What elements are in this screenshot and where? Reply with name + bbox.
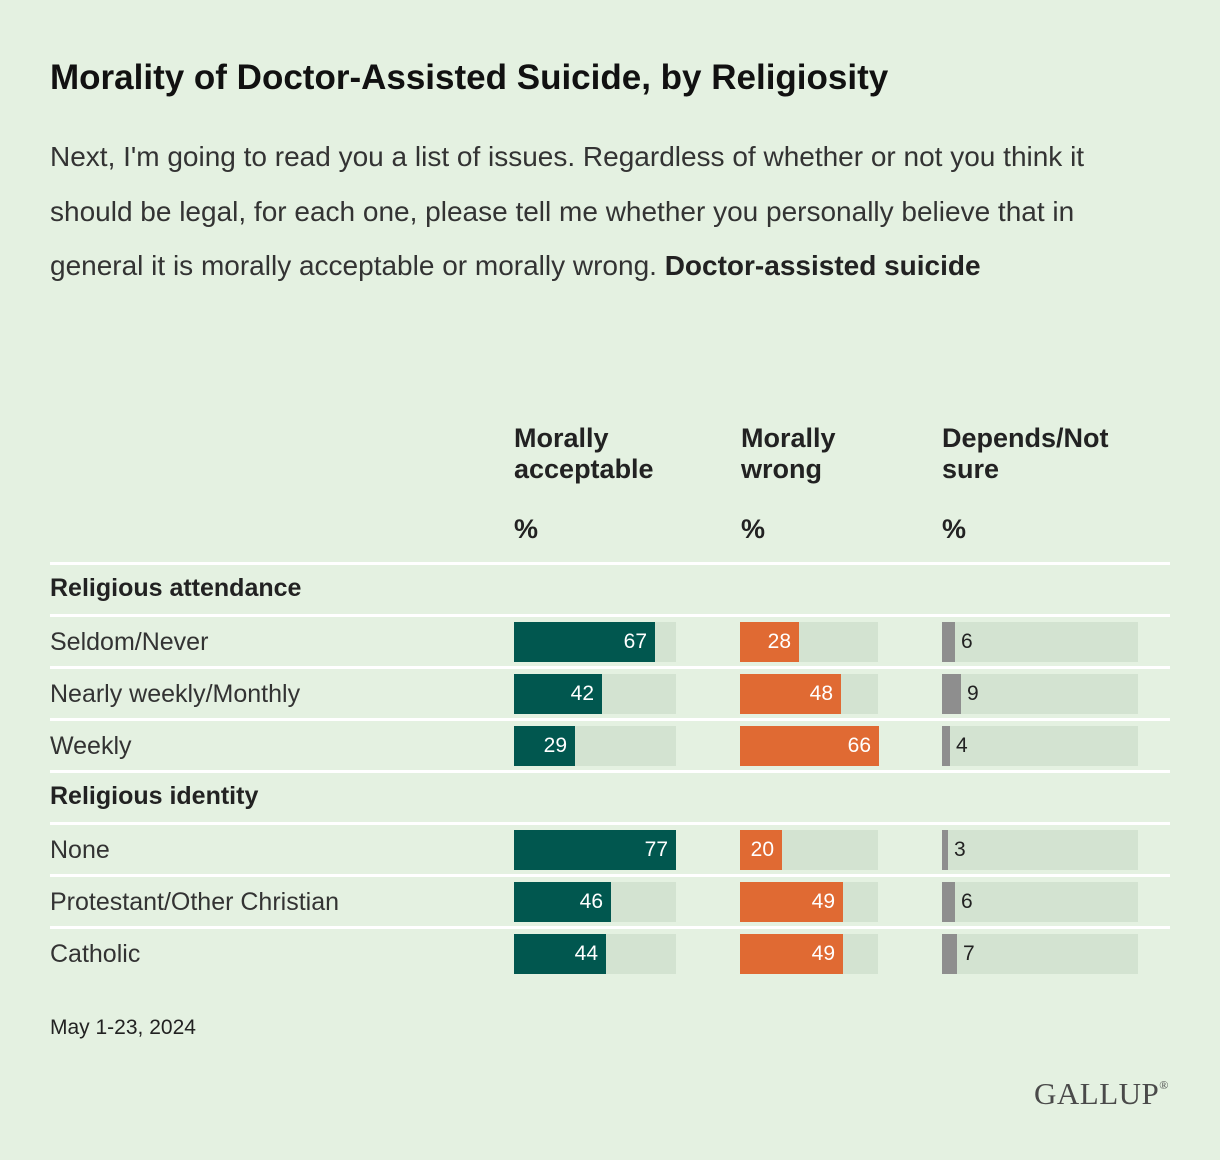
bar-value-label-depends: 6: [961, 630, 973, 653]
bar-acceptable: [514, 726, 575, 766]
chart-subtitle: Next, I'm going to read you a list of is…: [50, 130, 1160, 294]
row-label: Protestant/Other Christian: [50, 888, 340, 916]
bar-acceptable: [514, 622, 655, 662]
group-divider: [50, 562, 1170, 565]
row-divider: [50, 822, 1170, 825]
bar-track-depends: [942, 726, 1138, 766]
bar-value-label-wrong: 66: [847, 734, 871, 757]
bar-value-label-acceptable: 46: [579, 890, 603, 913]
group-label: Religious identity: [50, 782, 259, 810]
bar-acceptable: [514, 934, 606, 974]
row-divider: [50, 614, 1170, 617]
bar-wrong: [740, 726, 879, 766]
bar-wrong: [740, 830, 782, 870]
column-header-depends-line2: sure: [942, 454, 1000, 484]
bar-track-depends: [942, 622, 1138, 662]
chart-title: Morality of Doctor-Assisted Suicide, by …: [50, 58, 889, 97]
column-header-acceptable-line2: acceptable: [514, 454, 654, 484]
bar-value-label-wrong: 28: [767, 630, 791, 653]
gallup-logo-text: GALLUP: [1034, 1076, 1160, 1111]
bar-value-label-acceptable: 42: [570, 682, 594, 705]
bar-acceptable: [514, 830, 676, 870]
bar-value-label-acceptable: 44: [574, 942, 598, 965]
bar-value-label-wrong: 49: [811, 890, 835, 913]
row-label: Weekly: [50, 732, 132, 760]
bar-track-depends: [942, 830, 1138, 870]
bar-wrong: [740, 934, 843, 974]
bar-acceptable: [514, 882, 611, 922]
bar-value-label-depends: 7: [963, 942, 975, 965]
bar-value-label-acceptable: 77: [644, 838, 668, 861]
column-header-acceptable: Morally acceptable: [514, 423, 654, 485]
bar-depends: [942, 882, 955, 922]
bar-track-depends: [942, 882, 1138, 922]
bar-depends: [942, 674, 961, 714]
question-text: Next, I'm going to read you a list of is…: [50, 141, 1085, 281]
bar-depends: [942, 622, 955, 662]
column-unit-acceptable: %: [514, 514, 539, 544]
row-divider: [50, 874, 1170, 877]
row-label: Nearly weekly/Monthly: [50, 680, 301, 708]
gallup-logo: GALLUP®: [1034, 1076, 1169, 1112]
row-label: Seldom/Never: [50, 628, 209, 656]
column-header-wrong: Morally wrong: [741, 423, 836, 485]
column-header-acceptable-line1: Morally: [514, 423, 609, 453]
column-unit-depends: %: [942, 514, 967, 544]
bar-track-depends: [942, 674, 1138, 714]
bar-wrong: [740, 882, 843, 922]
group-label: Religious attendance: [50, 574, 302, 602]
bar-wrong: [740, 622, 799, 662]
group-divider: [50, 770, 1170, 773]
column-header-wrong-line2: wrong: [741, 454, 822, 484]
bar-depends: [942, 934, 957, 974]
bar-track-depends: [942, 934, 1138, 974]
bar-depends: [942, 726, 950, 766]
column-header-depends: Depends/Not sure: [942, 423, 1109, 485]
bar-value-label-acceptable: 29: [543, 734, 567, 757]
row-label: None: [50, 836, 110, 864]
column-header-depends-line1: Depends/Not: [942, 423, 1109, 453]
column-unit-wrong: %: [741, 514, 766, 544]
bar-value-label-wrong: 49: [811, 942, 835, 965]
bar-wrong: [740, 674, 841, 714]
column-header-wrong-line1: Morally: [741, 423, 836, 453]
bar-acceptable: [514, 674, 602, 714]
row-label: Catholic: [50, 940, 141, 968]
bar-depends: [942, 830, 948, 870]
bar-value-label-depends: 9: [967, 682, 979, 705]
bar-value-label-acceptable: 67: [623, 630, 647, 653]
row-divider: [50, 666, 1170, 669]
bar-value-label-depends: 4: [956, 734, 968, 757]
bar-value-label-wrong: 20: [750, 838, 774, 861]
registered-mark: ®: [1159, 1078, 1169, 1092]
survey-date-footnote: May 1-23, 2024: [50, 1016, 196, 1039]
row-divider: [50, 926, 1170, 929]
bar-value-label-wrong: 48: [809, 682, 833, 705]
bar-value-label-depends: 3: [954, 838, 966, 861]
row-divider: [50, 718, 1170, 721]
question-item: Doctor-assisted suicide: [664, 250, 981, 281]
bar-value-label-depends: 6: [961, 890, 973, 913]
